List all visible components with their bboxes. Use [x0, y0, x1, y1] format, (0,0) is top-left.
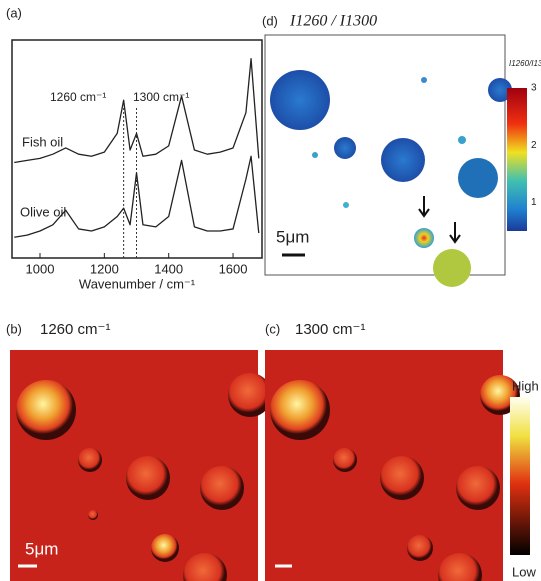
colorbar-ticks: 1 2 3 [531, 83, 537, 208]
colorbar-low: Low [512, 564, 536, 579]
colorbar-tick-label: 1 [531, 197, 537, 208]
scale-label: 5μm [25, 539, 58, 558]
droplet [458, 136, 466, 144]
droplet [458, 158, 498, 198]
x-tick-label: 1600 [219, 261, 248, 276]
panel-label: (a) [6, 5, 22, 20]
x-tick-label: 1400 [154, 261, 183, 276]
colorbar [507, 88, 527, 231]
droplet [433, 249, 471, 287]
annotation: 1260 cm⁻¹ [50, 90, 106, 104]
x-axis-label: Wavenumber / cm⁻¹ [79, 276, 196, 291]
colorbar-high: High [512, 378, 539, 393]
colorbar [510, 397, 530, 555]
annotation: 1300 cm⁻¹ [133, 90, 189, 104]
figure: (a) Wavenumber / cm⁻¹ Fish oil Olive oil… [0, 0, 541, 581]
scale-label: 5μm [276, 227, 309, 246]
droplet [312, 152, 318, 158]
colorbar-tick-label: 2 [531, 140, 537, 151]
series-label: Fish oil [22, 134, 63, 149]
colorbar-tick-label: 3 [531, 83, 537, 94]
panel-label: (b) [6, 321, 22, 336]
raman-image [265, 350, 520, 581]
droplet [421, 77, 427, 83]
droplet [334, 137, 356, 159]
panel-title: 1260 cm⁻¹ [40, 321, 110, 338]
colorbar-label: I1260/I1300 [509, 59, 541, 68]
spectra [14, 59, 259, 258]
droplet [270, 70, 330, 130]
x-tick-label: 1200 [90, 261, 119, 276]
x-tick-label: 1000 [26, 261, 55, 276]
panel-label: (c) [265, 321, 280, 336]
panel-title: 1300 cm⁻¹ [295, 321, 365, 338]
series-label: Olive oil [20, 204, 66, 219]
panel-label: (d) [262, 13, 278, 28]
droplet [381, 138, 425, 182]
droplet [343, 202, 349, 208]
panel-title: I1260 / I1300 [289, 13, 377, 30]
droplet [414, 228, 434, 248]
